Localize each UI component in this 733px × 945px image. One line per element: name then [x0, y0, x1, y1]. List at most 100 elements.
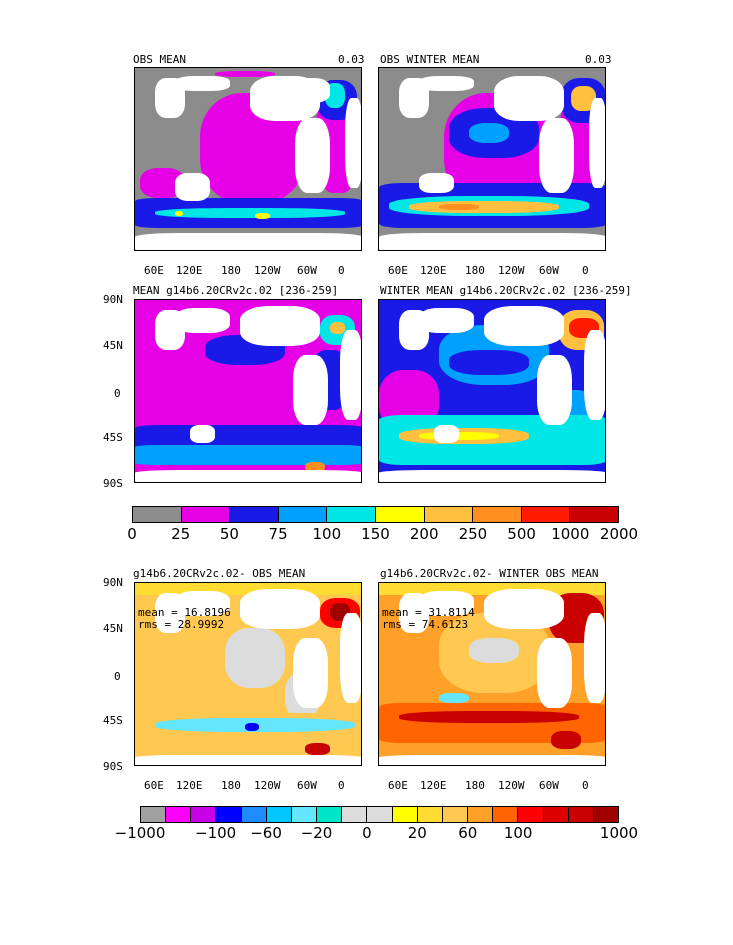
colorbar-swatch	[166, 807, 192, 822]
colorbar-swatch	[521, 507, 571, 522]
lat-label: 90S	[103, 477, 123, 490]
panel5-mean: mean = 16.8196	[138, 606, 231, 619]
colorbar-label: 0	[362, 824, 372, 842]
colorbar-label: −1000	[114, 824, 166, 842]
colorbar-swatch	[241, 807, 267, 822]
colorbar-swatch	[367, 807, 393, 822]
lon-label: 60W	[297, 779, 317, 792]
colorbar-swatch	[191, 807, 217, 822]
colorbar-label: −60	[250, 824, 282, 842]
colorbar-swatch	[543, 807, 569, 822]
map-panel-obs-winter-mean	[378, 67, 606, 251]
colorbar-label: 25	[171, 525, 191, 543]
lat-label: 0	[114, 387, 121, 400]
colorbar-label: 75	[268, 525, 288, 543]
colorbar-swatch	[424, 507, 474, 522]
lat-label: 45N	[103, 622, 123, 635]
colorbar-swatch	[392, 807, 418, 822]
colorbar-label: 1000	[551, 525, 590, 543]
colorbar-label: 0	[127, 525, 137, 543]
colorbar-label: 60	[458, 824, 478, 842]
colorbar-label: 2000	[599, 525, 639, 543]
lat-label: 90S	[103, 760, 123, 773]
lon-label: 180	[221, 779, 241, 792]
colorbar-swatch	[570, 507, 618, 522]
colorbar-swatch	[266, 807, 292, 822]
lon-label: 120E	[176, 264, 203, 277]
lon-label: 0	[582, 264, 589, 277]
lat-label: 45S	[103, 714, 123, 727]
colorbar-swatch	[493, 807, 519, 822]
colorbar-label: 20	[407, 824, 427, 842]
colorbar-swatch	[181, 507, 231, 522]
lon-label: 60W	[297, 264, 317, 277]
colorbar-label: 1000	[599, 824, 639, 842]
lon-label: 120E	[420, 264, 447, 277]
lon-label: 120W	[254, 264, 281, 277]
map-panel-diff-winter-mean	[378, 582, 606, 766]
colorbar-difference	[140, 806, 619, 823]
colorbar-swatch	[278, 507, 328, 522]
colorbar-swatch	[342, 807, 368, 822]
colorbar-swatch	[317, 807, 343, 822]
lon-label: 0	[582, 779, 589, 792]
colorbar-label: 250	[458, 525, 488, 543]
panel6-mean: mean = 31.8114	[382, 606, 475, 619]
colorbar-absolute	[132, 506, 619, 523]
panel4-title: WINTER MEAN g14b6.20CRv2c.02 [236-259]	[380, 284, 632, 297]
colorbar-swatch	[568, 807, 594, 822]
lon-label: 180	[221, 264, 241, 277]
colorbar-label: −100	[195, 824, 237, 842]
lat-label: 0	[114, 670, 121, 683]
lon-label: 60W	[539, 779, 559, 792]
lon-label: 120E	[420, 779, 447, 792]
lat-label: 45N	[103, 339, 123, 352]
lon-label: 120E	[176, 779, 203, 792]
panel2-title: OBS WINTER MEAN	[380, 53, 480, 66]
colorbar-swatch	[230, 507, 279, 522]
lat-label: 90N	[103, 576, 123, 589]
lon-label: 120W	[254, 779, 281, 792]
lon-label: 120W	[498, 264, 525, 277]
panel1-scale: 0.03	[338, 53, 365, 66]
map-panel-obs-mean	[134, 67, 362, 251]
lon-label: 60E	[388, 779, 408, 792]
lat-label: 90N	[103, 293, 123, 306]
colorbar-swatch	[133, 507, 182, 522]
lat-label: 45S	[103, 431, 123, 444]
panel1-title: OBS MEAN	[133, 53, 186, 66]
colorbar-label: 50	[219, 525, 239, 543]
panel6-title: g14b6.20CRv2c.02- WINTER OBS MEAN	[380, 567, 599, 580]
lon-label: 60E	[388, 264, 408, 277]
map-panel-diff-mean	[134, 582, 362, 766]
map-panel-model-winter-mean	[378, 299, 606, 483]
panel5-title: g14b6.20CRv2c.02- OBS MEAN	[133, 567, 306, 580]
colorbar-label: 150	[361, 525, 390, 543]
colorbar-label: 100	[503, 824, 533, 842]
colorbar-swatch	[417, 807, 443, 822]
panel6-rms: rms = 74.6123	[382, 618, 469, 631]
panel5-rms: rms = 28.9992	[138, 618, 225, 631]
colorbar-label: 500	[507, 525, 536, 543]
lon-label: 180	[465, 779, 485, 792]
colorbar-label: 100	[312, 525, 342, 543]
colorbar-swatch	[518, 807, 544, 822]
colorbar-swatch	[375, 507, 425, 522]
panel3-title: MEAN g14b6.20CRv2c.02 [236-259]	[133, 284, 339, 297]
colorbar-swatch	[468, 807, 494, 822]
lon-label: 60W	[539, 264, 559, 277]
lon-label: 60E	[144, 779, 164, 792]
lon-label: 180	[465, 264, 485, 277]
colorbar-swatch	[216, 807, 242, 822]
lon-label: 0	[338, 264, 345, 277]
colorbar-swatch	[291, 807, 318, 822]
colorbar-label: −20	[300, 824, 333, 842]
panel2-scale: 0.03	[585, 53, 612, 66]
map-panel-model-mean	[134, 299, 362, 483]
lon-label: 0	[338, 779, 345, 792]
colorbar-swatch	[442, 807, 469, 822]
colorbar-swatch	[473, 507, 522, 522]
colorbar-swatch	[593, 807, 618, 822]
colorbar-swatch	[327, 507, 376, 522]
colorbar-swatch	[141, 807, 167, 822]
